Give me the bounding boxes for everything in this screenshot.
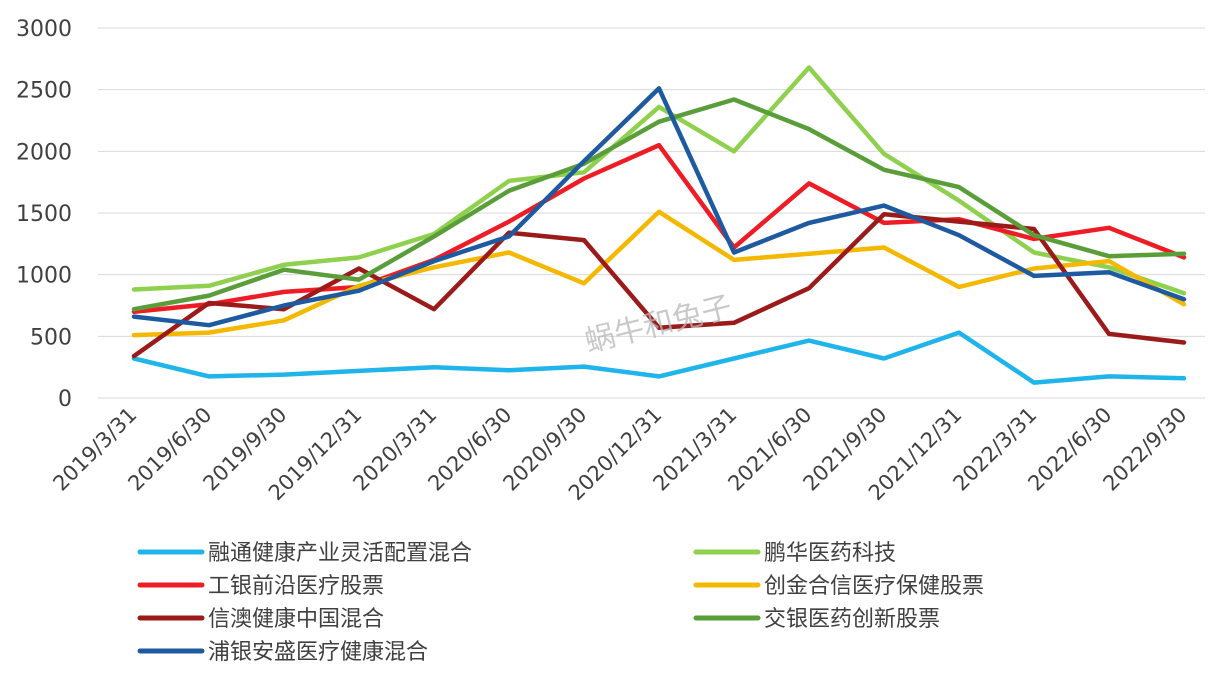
legend-item: 融通健康产业灵活配置混合 [137,541,472,566]
legend-label: 鹏华医药科技 [764,541,896,566]
legend-item: 工银前沿医疗股票 [137,574,384,599]
grid-lines [98,27,1205,399]
legend-label: 浦银安盛医疗健康混合 [208,640,428,665]
y-tick-label: 3000 [16,17,72,42]
legend-label: 交银医药创新股票 [764,607,940,632]
series-lines [131,65,1187,385]
legend-item: 浦银安盛医疗健康混合 [137,640,428,665]
y-tick-label: 0 [58,387,72,412]
legend-label: 创金合信医疗保健股票 [764,574,984,599]
legend-item: 创金合信医疗保健股票 [693,574,984,599]
legend-item: 鹏华医药科技 [693,541,896,566]
legend-label: 工银前沿医疗股票 [208,574,384,599]
series-line-7 [131,86,1187,328]
series-line-3 [131,142,1187,314]
y-tick-label: 2500 [16,79,72,104]
watermark-text: 蜗牛和兔子 [581,290,735,360]
y-tick-label: 2000 [16,140,72,165]
y-tick-label: 500 [30,325,72,350]
y-axis-ticks: 0 500 1000 1500 2000 2500 3000 [16,17,72,412]
series-line-5 [131,211,1187,359]
y-tick-label: 1500 [16,202,72,227]
series-line-2 [131,65,1187,296]
legend-label: 融通健康产业灵活配置混合 [208,541,472,566]
series-line-1 [131,330,1187,385]
legend-item: 信澳健康中国混合 [137,607,384,632]
legend-label: 信澳健康中国混合 [208,607,384,632]
y-tick-label: 1000 [16,264,72,289]
series-line-6 [131,97,1187,312]
series-line-4 [131,209,1187,338]
x-axis-ticks: 2019/3/312019/6/302019/9/302019/12/31202… [48,403,1191,506]
legend-item: 交银医药创新股票 [693,607,940,632]
